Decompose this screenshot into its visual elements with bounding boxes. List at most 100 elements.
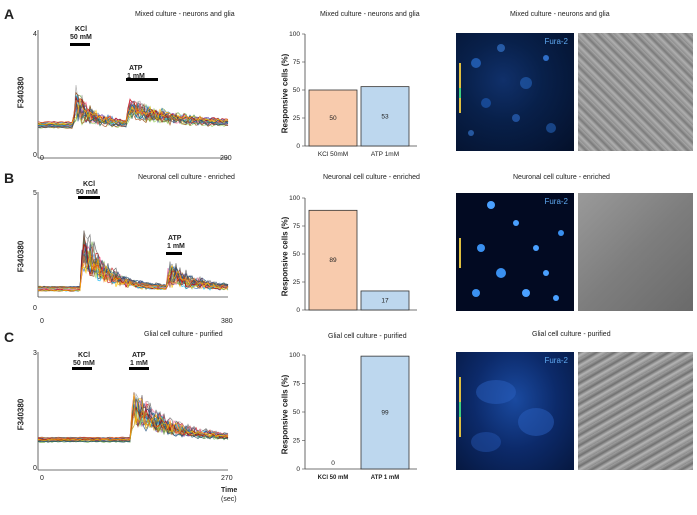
bar-y-tick-label: 75 — [293, 59, 301, 66]
bar-category-label: ATP 1mM — [371, 151, 399, 158]
bar-y-tick-label: 75 — [293, 381, 301, 388]
trace-plot-b — [37, 192, 229, 298]
trace-ylabel-b: F340380 — [16, 240, 26, 273]
trace-xmin-b: 0 — [40, 318, 44, 325]
trace-ylabel-a: F340380 — [16, 76, 26, 109]
image-title-a: Mixed culture - neurons and glia — [510, 11, 610, 18]
bar-title-b: Neuronal cell culture - enriched — [323, 174, 420, 181]
fura-label-a: Fura-2 — [544, 37, 568, 46]
trace-title-c: Glial cell culture - purified — [144, 331, 223, 338]
trace-xmax-a: 290 — [220, 155, 232, 162]
bar-y-tick-label: 0 — [296, 466, 300, 473]
trace-plot-c — [37, 352, 229, 471]
bar-value-label: 89 — [329, 257, 337, 264]
calcium-trace — [37, 407, 229, 439]
brightfield-image-a — [578, 33, 693, 151]
panel-letter-c: C — [4, 329, 15, 345]
calcium-trace — [38, 230, 229, 288]
bar-title-a: Mixed culture - neurons and glia — [320, 11, 420, 18]
stimulus-bar — [129, 367, 149, 370]
stimulus-bar — [126, 78, 158, 81]
trace-plot-a — [37, 30, 229, 159]
bar-y-tick-label: 25 — [293, 115, 301, 122]
bar-y-tick-label: 0 — [296, 307, 300, 314]
stim2-label-b-l2: 1 mM — [167, 243, 185, 250]
bar-y-tick-label: 75 — [293, 223, 301, 230]
bar-category-label: KCl 50 mM — [318, 475, 349, 481]
stim1-label-b-l1: KCl — [83, 181, 96, 188]
trace-ymax-a: 4 — [33, 31, 37, 38]
trace-xmin-c: 0 — [40, 475, 44, 482]
stimulus-bar — [72, 367, 92, 370]
bar-y-tick-label: 100 — [289, 352, 300, 359]
fluorescence-cells-c — [459, 377, 554, 452]
bar — [360, 290, 410, 311]
panel-letter-b: B — [4, 170, 15, 186]
panel-letter-a: A — [4, 6, 15, 22]
fluorescence-cells-b — [459, 201, 564, 301]
bar-chart-a: 0 25 50 75 100 50 KCl 50mM 53 ATP 1mM — [289, 31, 417, 158]
bar-value-label: 53 — [381, 113, 389, 120]
calcium-trace — [37, 406, 229, 443]
calcium-trace — [37, 98, 229, 126]
stim1-label-a-l1: KCl — [75, 26, 88, 33]
image-title-c: Glial cell culture - purified — [532, 331, 611, 338]
fluorescence-image-c: Fura-2 — [456, 352, 574, 470]
calcium-trace — [37, 96, 229, 124]
stim1-label-b-l2: 50 mM — [76, 189, 98, 196]
bar-title-c: Glial cell culture - purified — [328, 333, 407, 340]
bar-chart-b: 0 25 50 75 100 89 17 — [289, 195, 417, 314]
bar-value-label: 99 — [381, 410, 389, 417]
bar-y-tick-label: 25 — [293, 438, 301, 445]
image-title-b: Neuronal cell culture - enriched — [513, 174, 610, 181]
stim2-label-b-l1: ATP — [168, 235, 182, 242]
fura-label-c: Fura-2 — [544, 356, 568, 365]
trace-ylabel-c: F340380 — [16, 398, 26, 431]
fluorescence-image-a: Fura-2 — [456, 33, 574, 151]
bar-value-label: 17 — [381, 297, 389, 304]
stim1-label-c-l2: 50 mM — [73, 360, 95, 367]
stim1-label-a-l2: 50 mM — [70, 34, 92, 41]
calcium-trace — [38, 99, 228, 129]
fluorescence-cells-a — [459, 44, 556, 136]
stim2-label-c-l1: ATP — [132, 352, 146, 359]
bar-category-label: KCl 50mM — [318, 151, 348, 158]
brightfield-image-c — [578, 352, 693, 470]
trace-xmax-c: 270 — [221, 475, 233, 482]
fluorescence-image-b: Fura-2 — [456, 193, 574, 311]
time-unit: (sec) — [221, 496, 237, 503]
fura-label-b: Fura-2 — [544, 197, 568, 206]
bar-chart-c: 0 25 50 75 100 0 KCl 50 mM 99 ATP 1 mM — [289, 352, 417, 481]
trace-xmax-b: 380 — [221, 318, 233, 325]
time-label: Time — [221, 487, 238, 494]
trace-ymax-c: 3 — [33, 350, 37, 357]
trace-ymin-a: 0 — [33, 152, 37, 159]
stim2-label-a-l2: 1 mM — [127, 73, 145, 80]
calcium-trace — [37, 97, 229, 128]
stimulus-bar — [166, 252, 182, 255]
bar-y-tick-label: 0 — [296, 143, 300, 150]
stim2-label-c-l2: 1 mM — [130, 360, 148, 367]
stimulus-bar — [78, 196, 100, 199]
calcium-trace — [37, 250, 229, 292]
trace-xmin-a: 0 — [40, 155, 44, 162]
bar — [360, 355, 410, 470]
bar-y-tick-label: 50 — [293, 87, 301, 94]
bar-y-tick-label: 100 — [289, 195, 300, 202]
trace-title-a: Mixed culture - neurons and glia — [135, 11, 235, 18]
bar — [308, 209, 358, 311]
trace-ymax-b: 5 — [33, 190, 37, 197]
trace-ymin-b: 0 — [33, 305, 37, 312]
bar-category-label: ATP 1 mM — [371, 475, 399, 481]
trace-ymin-c: 0 — [33, 465, 37, 472]
brightfield-image-b — [578, 193, 693, 311]
stimulus-bar — [70, 43, 90, 46]
bar-value-label: 0 — [331, 460, 335, 467]
calcium-trace — [37, 394, 229, 441]
stim2-label-a-l1: ATP — [129, 65, 143, 72]
bar-y-tick-label: 100 — [289, 31, 300, 38]
calcium-trace — [37, 99, 229, 124]
bar-y-tick-label: 50 — [293, 251, 301, 258]
bar — [360, 86, 410, 147]
calcium-trace — [37, 255, 229, 289]
